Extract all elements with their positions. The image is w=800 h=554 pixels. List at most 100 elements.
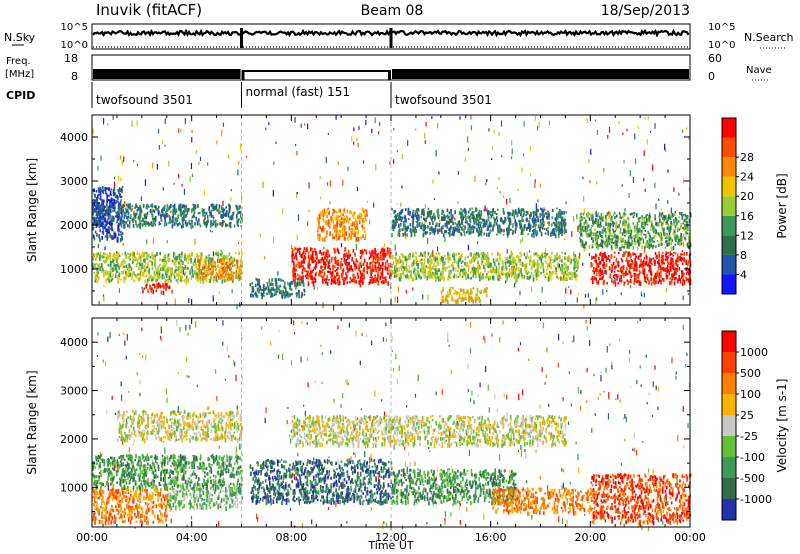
- echo-cell: [340, 212, 342, 218]
- echo-cell: [519, 221, 522, 226]
- echo-speckle: [629, 169, 631, 177]
- echo-speckle: [313, 285, 315, 290]
- echo-cell: [326, 255, 329, 258]
- echo-speckle: [425, 121, 427, 127]
- echo-cell: [650, 271, 653, 277]
- echo-cell: [130, 207, 133, 212]
- echo-cell: [325, 253, 327, 258]
- echo-speckle: [491, 146, 494, 150]
- echo-speckle: [362, 160, 365, 164]
- echo-cell: [117, 227, 119, 232]
- echo-cell: [236, 205, 239, 208]
- echo-cell: [291, 280, 294, 285]
- echo-cell: [200, 270, 203, 276]
- echo-cell: [416, 211, 419, 216]
- echo-cell: [622, 265, 625, 269]
- echo-speckle: [564, 238, 566, 241]
- echo-cell: [637, 279, 639, 283]
- echo-cell: [270, 291, 273, 297]
- echo-cell: [560, 225, 563, 229]
- echo-cell: [221, 256, 224, 260]
- echo-cell: [95, 218, 97, 221]
- echo-cell: [612, 261, 615, 266]
- echo-cell: [369, 276, 372, 279]
- echo-cell: [96, 201, 98, 204]
- freq-band: [93, 69, 241, 79]
- echo-cell: [427, 207, 430, 210]
- echo-cell: [411, 276, 414, 282]
- echo-cell: [186, 210, 189, 215]
- echo-cell: [202, 272, 205, 275]
- echo-cell: [633, 252, 636, 256]
- echo-cell: [557, 225, 559, 230]
- echo-cell: [149, 223, 152, 226]
- echo-cell: [374, 261, 377, 265]
- echo-cell: [222, 215, 225, 219]
- echo-cell: [669, 277, 671, 280]
- echo-cell: [166, 269, 169, 272]
- echo-cell: [284, 291, 286, 295]
- echo-cell: [577, 259, 580, 264]
- echo-cell: [464, 263, 466, 266]
- echo-cell: [256, 278, 259, 282]
- echo-cell: [677, 258, 680, 260]
- echo-cell: [302, 281, 305, 285]
- echo-cell: [360, 275, 363, 279]
- echo-cell: [378, 261, 380, 267]
- echo-speckle: [586, 118, 588, 124]
- echo-cell: [311, 270, 314, 274]
- echo-cell: [256, 294, 259, 298]
- echo-speckle: [322, 265, 324, 269]
- echo-cell: [291, 250, 294, 255]
- echo-cell: [239, 264, 242, 267]
- echo-cell: [181, 269, 184, 275]
- echo-cell: [452, 221, 454, 226]
- echo-cell: [215, 252, 217, 255]
- echo-cell: [590, 277, 593, 281]
- echo-cell: [646, 264, 649, 267]
- echo-cell: [476, 229, 478, 233]
- echo-cell: [495, 273, 498, 276]
- echo-cell: [157, 266, 159, 270]
- echo-cell: [436, 209, 439, 214]
- echo-cell: [226, 270, 228, 273]
- echo-cell: [433, 262, 435, 267]
- echo-cell: [524, 269, 527, 273]
- echo-cell: [667, 255, 669, 259]
- echo-cell: [561, 223, 564, 228]
- echo-cell: [524, 223, 526, 229]
- echo-cell: [429, 274, 432, 279]
- echo-speckle: [537, 199, 539, 203]
- echo-cell: [223, 254, 225, 258]
- echo-cell: [110, 267, 113, 271]
- echo-cell: [163, 207, 166, 212]
- echo-cell: [174, 260, 177, 265]
- echo-cell: [427, 251, 430, 256]
- echo-cell: [301, 268, 304, 271]
- echo-cell: [377, 272, 379, 276]
- echo-cell: [182, 261, 184, 265]
- echo-cell: [394, 256, 396, 260]
- echo-cell: [478, 212, 481, 217]
- echo-cell: [206, 268, 209, 273]
- echo-cell: [235, 204, 237, 208]
- echo-cell: [175, 279, 178, 282]
- echo-speckle: [237, 169, 239, 176]
- echo-cell: [627, 280, 629, 286]
- echo-cell: [179, 211, 182, 217]
- echo-cell: [537, 216, 539, 219]
- echo-cell: [396, 218, 398, 224]
- echo-cell: [121, 188, 123, 193]
- echo-speckle: [356, 186, 359, 191]
- echo-cell: [634, 261, 637, 266]
- echo-cell: [164, 253, 167, 259]
- echo-cell: [117, 275, 119, 280]
- echo-cell: [320, 211, 322, 217]
- echo-cell: [539, 227, 541, 233]
- echo-cell: [231, 258, 233, 262]
- echo-cell: [496, 257, 499, 263]
- echo-cell: [371, 276, 373, 281]
- echo-cell: [102, 252, 105, 255]
- echo-cell: [341, 233, 344, 237]
- echo-cell: [531, 260, 534, 266]
